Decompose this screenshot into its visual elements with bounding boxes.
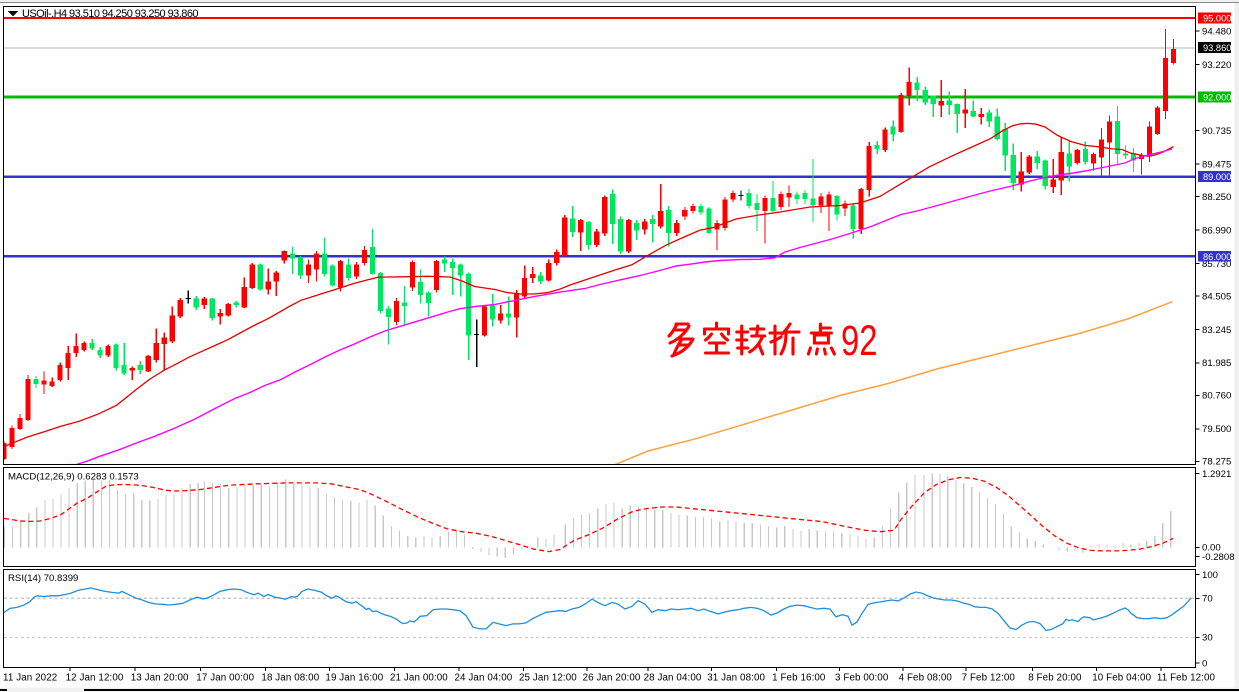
svg-text:10 Feb 04:00: 10 Feb 04:00 bbox=[1092, 673, 1151, 684]
svg-text:28 Jan 04:00: 28 Jan 04:00 bbox=[644, 673, 702, 684]
svg-text:17 Jan 00:00: 17 Jan 00:00 bbox=[196, 673, 254, 684]
svg-text:93.220: 93.220 bbox=[1202, 60, 1231, 71]
svg-text:13 Jan 20:00: 13 Jan 20:00 bbox=[131, 673, 189, 684]
svg-text:100: 100 bbox=[1202, 570, 1218, 581]
svg-text:0: 0 bbox=[1202, 658, 1207, 669]
svg-text:26 Jan 20:00: 26 Jan 20:00 bbox=[583, 673, 641, 684]
svg-text:92.000: 92.000 bbox=[1203, 93, 1231, 103]
svg-text:81.985: 81.985 bbox=[1202, 358, 1231, 369]
svg-text:88.250: 88.250 bbox=[1202, 192, 1231, 203]
svg-text:18 Jan 08:00: 18 Jan 08:00 bbox=[261, 673, 319, 684]
svg-text:83.245: 83.245 bbox=[1202, 325, 1231, 336]
svg-text:94.480: 94.480 bbox=[1202, 27, 1231, 38]
svg-text:78.275: 78.275 bbox=[1202, 457, 1231, 468]
svg-text:24 Jan 04:00: 24 Jan 04:00 bbox=[455, 673, 513, 684]
svg-text:80.760: 80.760 bbox=[1202, 391, 1231, 402]
svg-text:95.000: 95.000 bbox=[1203, 14, 1231, 24]
svg-text:79.500: 79.500 bbox=[1202, 424, 1231, 435]
svg-text:86.000: 86.000 bbox=[1203, 252, 1231, 262]
svg-text:7 Feb 12:00: 7 Feb 12:00 bbox=[962, 673, 1016, 684]
svg-text:86.990: 86.990 bbox=[1202, 225, 1231, 236]
svg-text:19 Jan 16:00: 19 Jan 16:00 bbox=[325, 673, 383, 684]
svg-text:RSI(14) 70.8399: RSI(14) 70.8399 bbox=[8, 573, 78, 584]
svg-text:1.2921: 1.2921 bbox=[1202, 469, 1231, 480]
svg-text:84.505: 84.505 bbox=[1202, 291, 1231, 302]
svg-text:0.00: 0.00 bbox=[1202, 543, 1221, 554]
svg-text:89.475: 89.475 bbox=[1202, 159, 1231, 170]
svg-text:USOil-.H4 93.510 94.250 93.25: USOil-.H4 93.510 94.250 93.250 93.860 bbox=[22, 8, 198, 20]
svg-text:21 Jan 00:00: 21 Jan 00:00 bbox=[390, 673, 448, 684]
svg-text:MACD(12,26,9) 0.6283 0.1573: MACD(12,26,9) 0.6283 0.1573 bbox=[8, 472, 139, 483]
svg-text:31 Jan 08:00: 31 Jan 08:00 bbox=[707, 673, 765, 684]
svg-text:89.000: 89.000 bbox=[1203, 172, 1231, 182]
svg-text:8 Feb 20:00: 8 Feb 20:00 bbox=[1028, 673, 1082, 684]
svg-text:92: 92 bbox=[841, 317, 878, 365]
svg-text:4 Feb 08:00: 4 Feb 08:00 bbox=[899, 673, 953, 684]
svg-text:3 Feb 00:00: 3 Feb 00:00 bbox=[835, 673, 889, 684]
svg-text:11 Jan 2022: 11 Jan 2022 bbox=[3, 673, 57, 684]
svg-text:70: 70 bbox=[1202, 594, 1213, 605]
svg-text:25 Jan 12:00: 25 Jan 12:00 bbox=[519, 673, 577, 684]
svg-text:90.735: 90.735 bbox=[1202, 126, 1231, 137]
svg-text:-0.2808: -0.2808 bbox=[1202, 552, 1235, 563]
svg-text:12 Jan 12:00: 12 Jan 12:00 bbox=[66, 673, 124, 684]
svg-text:93.860: 93.860 bbox=[1203, 43, 1231, 53]
svg-text:85.730: 85.730 bbox=[1202, 259, 1231, 270]
svg-text:30: 30 bbox=[1202, 633, 1213, 644]
svg-text:1 Feb 16:00: 1 Feb 16:00 bbox=[772, 673, 826, 684]
svg-text:11 Feb 12:00: 11 Feb 12:00 bbox=[1157, 673, 1216, 684]
